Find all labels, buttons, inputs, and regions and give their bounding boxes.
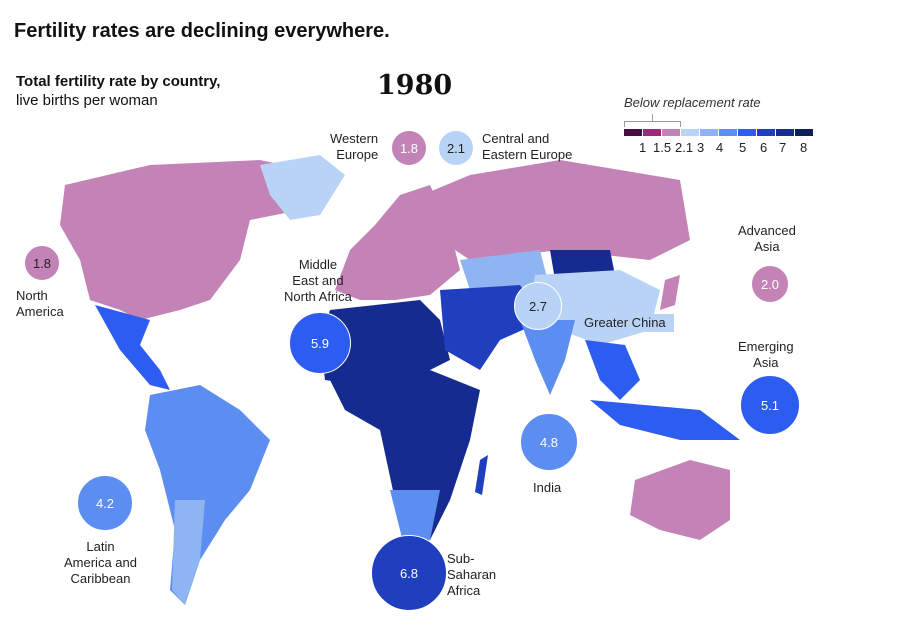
bubble-greater-china: 2.7 [514,282,562,330]
south-america-land [145,385,270,605]
legend-tick-label: 2.1 [675,140,694,155]
indonesia-land [590,400,740,440]
greater-china-label-box [580,314,674,332]
legend-swatch [719,129,737,136]
legend-tick-label: 1 [639,140,647,155]
legend-tick-label: 1.5 [653,140,672,155]
legend-bracket-stem [652,114,653,121]
map-units: live births per woman [16,92,158,109]
mexico-central-america-land [95,305,170,390]
russia-land [410,160,690,260]
region-label-latin-america-and-caribbean: Latin America and CaribbeanLatinAmerica … [64,539,137,586]
region-label-central-and-eastern-europe: Central and Eastern EuropeCentral andEas… [482,131,573,162]
legend-swatch [795,129,813,136]
north-africa-land [320,300,450,385]
legend-swatch [643,129,661,136]
australia-land [630,460,730,540]
north-america-land [60,160,330,320]
region-label-middle-east-and-north-africa: Middle East and North AfricaMiddleEast a… [284,257,352,304]
bubble-latin-america-and-caribbean: 4.2 [77,475,133,531]
legend-tick-label: 6 [760,140,768,155]
southeast-asia-land [585,340,640,400]
legend-tick-label: 5 [739,140,747,155]
region-label-greater-china: Greater ChinaGreater China [584,315,666,330]
greenland-land [260,155,345,220]
legend-swatch [700,129,718,136]
bubble-india: 4.8 [520,413,578,471]
bubble-middle-east-and-north-africa: 5.9 [289,312,351,374]
madagascar-land [475,455,488,495]
region-label-north-america: North AmericaNorthAmerica [16,288,64,319]
bubble-central-and-eastern-europe: 2.1 [438,130,474,166]
bubble-advanced-asia: 2.0 [751,265,789,303]
map-subtitle: Total fertility rate by country, [16,73,221,90]
region-label-western-europe: Western EuropeWesternEurope [330,131,379,162]
legend-tick-label: 3 [697,140,705,155]
region-label-emerging-asia: Emerging AsiaEmergingAsia [738,339,794,370]
legend-swatch [757,129,775,136]
bubble-emerging-asia: 5.1 [740,375,800,435]
region-label-advanced-asia: Advanced AsiaAdvancedAsia [738,223,796,254]
india-land [520,320,575,395]
legend-title: Below replacement rate [624,95,761,110]
southern-cone-land [172,500,205,605]
legend-swatch [662,129,680,136]
region-label-india: IndiaIndia [533,480,562,495]
legend-swatch [681,129,699,136]
sub-saharan-africa-land [330,370,480,550]
bubble-north-america: 1.8 [24,245,60,281]
legend-tick-label: 7 [779,140,787,155]
bubble-sub-saharan-africa: 6.8 [371,535,447,611]
legend-swatch [624,129,642,136]
legend-swatch [738,129,756,136]
figure-title: Fertility rates are declining everywhere… [14,20,390,42]
legend-bracket [624,121,681,127]
bubble-western-europe: 1.8 [391,130,427,166]
year-label: 1980 [377,70,453,101]
legend-swatch [776,129,794,136]
legend-tick-label: 8 [800,140,808,155]
legend-tick-label: 4 [716,140,724,155]
japan-land [660,275,680,310]
